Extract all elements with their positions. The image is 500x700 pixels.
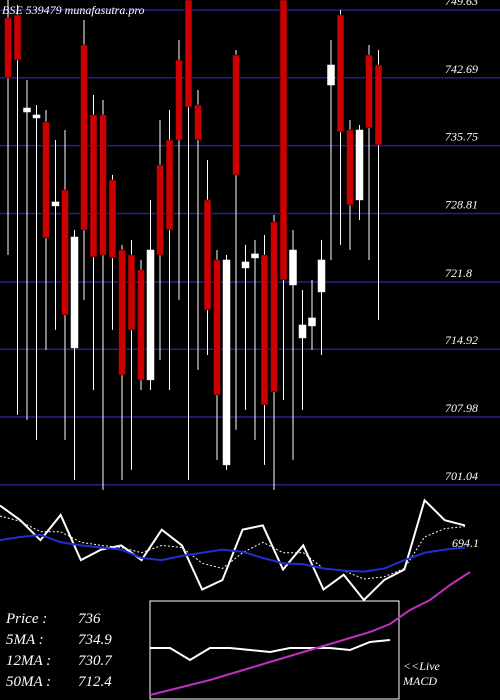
candle-body (355, 129, 364, 201)
macd-line (149, 571, 471, 696)
y-tick-label: 721.8 (445, 266, 472, 280)
candle-body (213, 259, 221, 396)
candle-body (241, 261, 250, 269)
candle-body (279, 0, 288, 281)
candle-body (137, 269, 145, 381)
candle-body (184, 0, 193, 108)
info-value: 734.9 (78, 632, 112, 648)
indicator-line (0, 533, 466, 573)
y-tick-label: 701.04 (445, 469, 478, 483)
candle-body (4, 17, 12, 79)
macd-line (150, 639, 391, 662)
candle-body (308, 317, 316, 327)
candle-body (51, 201, 60, 207)
candle-body (80, 44, 88, 231)
info-label: 5MA : (6, 632, 44, 648)
macd-inset (149, 600, 400, 700)
y-tick-label: 707.98 (445, 401, 478, 415)
info-label: 12MA : (6, 653, 51, 669)
candle-body (194, 104, 202, 141)
info-value: 712.4 (78, 674, 112, 690)
candle-body (175, 59, 183, 141)
candle-body (232, 54, 240, 176)
candle-body (270, 221, 278, 393)
candle-body (156, 164, 164, 256)
candle-body (108, 179, 117, 259)
candle-body (70, 236, 79, 349)
info-label: 50MA : (6, 674, 51, 690)
info-value: 736 (78, 611, 101, 627)
candle-body (61, 189, 69, 316)
y-tick-label: 735.75 (445, 130, 478, 144)
candle-body (32, 114, 41, 119)
indicator-line (0, 515, 466, 580)
candle-body (317, 259, 326, 293)
candle-body (203, 199, 212, 311)
candle-body (146, 249, 155, 381)
macd-label: <<Live (403, 659, 441, 673)
y-tick-label: 742.69 (445, 62, 478, 76)
macd-label: MACD (402, 674, 437, 688)
candle-body (289, 249, 297, 286)
chart-title: BSE 539479 munafasutra.pro (2, 3, 145, 17)
candle-body (365, 54, 373, 129)
candle-body (127, 254, 136, 331)
info-label: Price : (5, 611, 47, 627)
candle-body (23, 107, 31, 113)
info-value: 730.7 (78, 653, 113, 669)
indicator-line (0, 498, 466, 602)
candle-body (42, 121, 50, 239)
candle-body (222, 259, 231, 466)
candle-body (165, 139, 174, 231)
candle-body (251, 253, 259, 259)
y-tick-label: 714.92 (445, 333, 478, 347)
candle-body (89, 114, 98, 258)
candle-body (13, 14, 22, 61)
y-tick-label: 728.81 (445, 197, 478, 211)
indicator-label: 694.1 (452, 536, 479, 550)
candle-body (374, 64, 383, 146)
candle-body (99, 114, 107, 256)
candle-body (260, 254, 269, 406)
candle-body (118, 249, 126, 376)
candle-body (346, 129, 354, 206)
y-tick-label: 749.63 (445, 0, 478, 8)
candle-body (327, 64, 335, 86)
candle-body (336, 14, 345, 133)
candle-body (298, 324, 307, 339)
